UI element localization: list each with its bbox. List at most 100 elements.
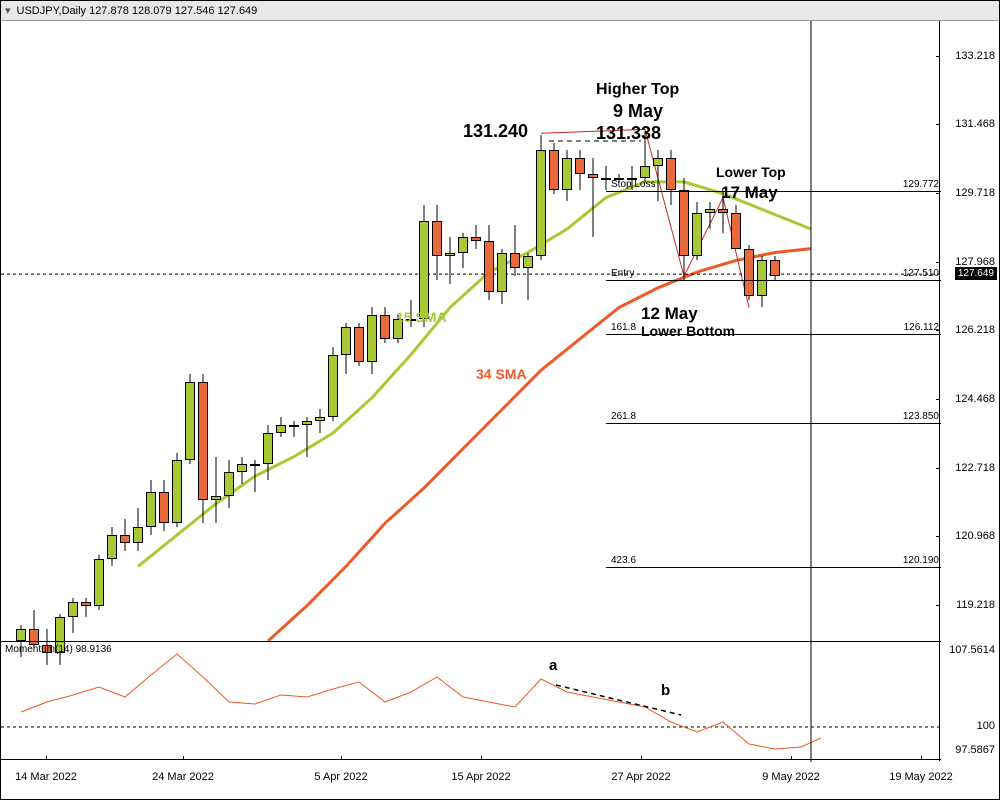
momentum-label: b — [661, 682, 670, 699]
candle — [484, 21, 494, 641]
candle — [42, 21, 52, 641]
candle — [419, 21, 429, 641]
level-label: 423.6 — [611, 555, 636, 566]
candle — [211, 21, 221, 641]
momentum-y-tick: 100 — [977, 720, 995, 732]
candle — [276, 21, 286, 641]
candle — [328, 21, 338, 641]
momentum-title: Momentum(14) 98.9136 — [5, 644, 112, 655]
candle — [562, 21, 572, 641]
header-title: USDJPY,Daily 127.878 128.079 127.546 127… — [17, 5, 258, 17]
candle — [172, 21, 182, 641]
candle — [575, 21, 585, 641]
candle — [588, 21, 598, 641]
momentum-chart[interactable]: Momentum(14) 98.9136 a b — [1, 641, 941, 761]
x-tick: 27 Apr 2022 — [611, 771, 670, 783]
momentum-y-tick: 107.5614 — [949, 644, 995, 656]
candle — [393, 21, 403, 641]
annotation: 12 May — [641, 304, 698, 324]
level-line — [606, 280, 941, 281]
candle — [510, 21, 520, 641]
candle — [406, 21, 416, 641]
candle — [107, 21, 117, 641]
annotation: 17 May — [721, 183, 778, 203]
chart-container: ▾ USDJPY,Daily 127.878 128.079 127.546 1… — [0, 0, 1000, 800]
annotation: 34 SMA — [476, 366, 527, 382]
level-line — [606, 567, 941, 568]
candle — [289, 21, 299, 641]
y-axis: 119.218 120.968 122.718 124.468 126.218 127.9… — [939, 21, 999, 641]
annotation: 9 May — [613, 101, 663, 122]
level-value: 123.850 — [903, 411, 939, 422]
x-tick: 14 Mar 2022 — [15, 771, 77, 783]
candle — [315, 21, 325, 641]
candle — [380, 21, 390, 641]
momentum-y-tick: 97.5867 — [955, 744, 995, 756]
x-tick: 24 Mar 2022 — [152, 771, 214, 783]
momentum-overlay — [1, 642, 941, 762]
level-value: 129.772 — [903, 179, 939, 190]
candle — [185, 21, 195, 641]
candle — [224, 21, 234, 641]
level-label: 161.8 — [611, 322, 636, 333]
candle — [159, 21, 169, 641]
candle — [198, 21, 208, 641]
level-label: Stop Loss — [611, 179, 655, 190]
annotation: 131.240 — [463, 121, 528, 142]
y-tick: 131.468 — [955, 118, 995, 130]
candle — [250, 21, 260, 641]
candle — [354, 21, 364, 641]
candle — [744, 21, 754, 641]
candle — [237, 21, 247, 641]
candle — [120, 21, 130, 641]
level-value: 126.112 — [904, 322, 939, 333]
x-tick: 19 May 2022 — [889, 771, 953, 783]
momentum-y-axis: 97.5867 100 107.5614 — [939, 641, 999, 761]
candle — [367, 21, 377, 641]
candle — [601, 21, 611, 641]
candle — [458, 21, 468, 641]
candle — [16, 21, 26, 641]
annotation: 15 SMA — [396, 309, 447, 325]
y-tick: 133.218 — [955, 50, 995, 62]
candle — [263, 21, 273, 641]
level-label: Entry — [611, 268, 634, 279]
dropdown-icon[interactable]: ▾ — [5, 4, 11, 17]
candle — [770, 21, 780, 641]
candle — [536, 21, 546, 641]
candle — [302, 21, 312, 641]
x-tick: 5 Apr 2022 — [314, 771, 367, 783]
candle — [523, 21, 533, 641]
x-axis: 14 Mar 202224 Mar 20225 Apr 202215 Apr 2… — [1, 759, 941, 799]
candle — [757, 21, 767, 641]
level-value: 127.510 — [903, 268, 939, 279]
y-tick: 119.218 — [956, 599, 995, 611]
annotation: Higher Top — [596, 81, 679, 99]
y-tick: 122.718 — [955, 462, 995, 474]
candle — [133, 21, 143, 641]
momentum-label: a — [549, 657, 557, 674]
candle — [497, 21, 507, 641]
annotation: Lower Top — [716, 164, 786, 180]
candle — [94, 21, 104, 641]
candle — [471, 21, 481, 641]
level-value: 120.190 — [903, 555, 939, 566]
header-bar: ▾ USDJPY,Daily 127.878 128.079 127.546 1… — [1, 1, 999, 21]
candle — [68, 21, 78, 641]
y-tick: 126.218 — [955, 324, 995, 336]
y-tick: 129.718 — [955, 187, 995, 199]
annotation: Lower Bottom — [641, 323, 735, 339]
price-chart[interactable]: Stop Loss 129.772 Entry 127.510 161.8 126.112… — [1, 21, 941, 641]
candle — [146, 21, 156, 641]
candle — [81, 21, 91, 641]
candle — [549, 21, 559, 641]
candle — [432, 21, 442, 641]
candle — [55, 21, 65, 641]
y-tick: 127.968 — [955, 256, 995, 268]
candle — [341, 21, 351, 641]
x-tick: 9 May 2022 — [762, 771, 819, 783]
y-tick: 124.468 — [955, 393, 995, 405]
y-tick: 120.968 — [955, 530, 995, 542]
candle — [29, 21, 39, 641]
level-label: 261.8 — [611, 411, 636, 422]
